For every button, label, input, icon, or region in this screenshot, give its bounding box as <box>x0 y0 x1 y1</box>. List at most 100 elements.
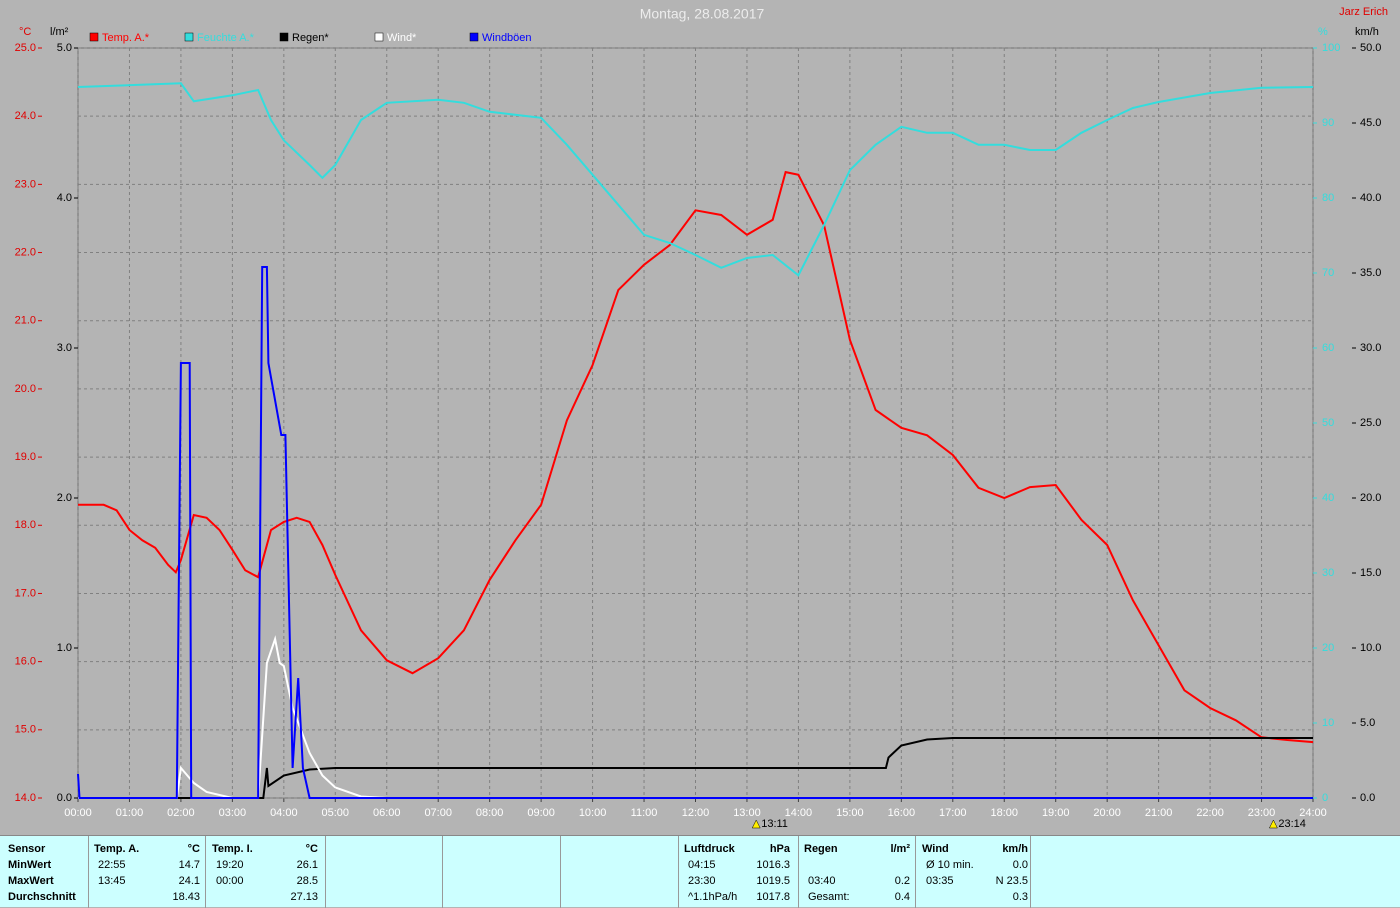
y-tick-label: 30 <box>1322 567 1334 579</box>
x-tick-label: 23:00 <box>1248 807 1276 819</box>
row-label: MinWert <box>8 859 52 871</box>
y-tick-label: 25.0 <box>15 42 36 54</box>
series-line <box>78 737 1313 799</box>
cell-value: 0.4 <box>894 891 910 903</box>
y-tick-label: 45.0 <box>1360 117 1381 129</box>
cell-label: ^1.1hPa/h <box>688 891 738 903</box>
cell-value: 24.1 <box>178 875 200 887</box>
x-tick-label: 14:00 <box>785 807 813 819</box>
x-tick-label: 13:00 <box>733 807 761 819</box>
annotation-marker <box>751 819 761 829</box>
block-name: Wind <box>922 843 949 855</box>
y-tick-label: 50.0 <box>1360 42 1381 54</box>
y-tick-label: 70 <box>1322 267 1334 279</box>
x-tick-label: 21:00 <box>1145 807 1173 819</box>
y2-axis-unit: l/m² <box>50 26 69 38</box>
y-tick-label: 10.0 <box>1360 642 1381 654</box>
x-tick-label: 08:00 <box>476 807 504 819</box>
x-tick-label: 12:00 <box>682 807 710 819</box>
cell-value: 1017.8 <box>756 891 790 903</box>
y-tick-label: 40.0 <box>1360 192 1381 204</box>
y-tick-label: 22.0 <box>15 246 36 258</box>
column-separator <box>205 836 206 908</box>
x-tick-label: 07:00 <box>424 807 452 819</box>
y-tick-label: 2.0 <box>57 492 72 504</box>
x-tick-label: 01:00 <box>116 807 144 819</box>
x-tick-label: 19:00 <box>1042 807 1070 819</box>
y-tick-label: 19.0 <box>15 451 36 463</box>
column-separator <box>442 836 443 908</box>
cell-label: 03:35 <box>926 875 954 887</box>
cell-label: Gesamt: <box>808 891 850 903</box>
column-separator <box>88 836 89 908</box>
y-tick-label: 20 <box>1322 642 1334 654</box>
y-tick-label: 15.0 <box>1360 567 1381 579</box>
block-name: Regen <box>804 843 838 855</box>
legend-swatch <box>374 32 384 42</box>
cell-value: 14.7 <box>178 859 200 871</box>
legend-swatch <box>279 32 289 42</box>
x-tick-label: 20:00 <box>1093 807 1121 819</box>
legend-label: Windböen <box>482 32 532 44</box>
cell-value: N 23.5 <box>995 875 1028 887</box>
cell-label: 04:15 <box>688 859 716 871</box>
column-separator <box>1030 836 1031 908</box>
y-tick-label: 60 <box>1322 342 1334 354</box>
x-tick-label: 16:00 <box>888 807 916 819</box>
cell-value: 1019.5 <box>756 875 790 887</box>
annotation-label: 13:11 <box>761 818 788 830</box>
cell-value: 0.3 <box>1012 891 1028 903</box>
y-tick-label: 1.0 <box>57 642 72 654</box>
y-tick-label: 25.0 <box>1360 417 1381 429</box>
x-tick-label: 06:00 <box>373 807 401 819</box>
column-separator <box>915 836 916 908</box>
y-tick-label: 21.0 <box>15 315 36 327</box>
block-unit: l/m² <box>890 843 910 855</box>
legend-label: Feuchte A.* <box>197 32 255 44</box>
cell-label: 22:55 <box>98 859 126 871</box>
chart: Montag, 28.08.2017 Jarz Erich °C l/m² % … <box>15 6 1388 830</box>
y-tick-label: 24.0 <box>15 110 36 122</box>
y-tick-label: 4.0 <box>57 192 72 204</box>
x-tick-label: 15:00 <box>836 807 864 819</box>
x-tick-label: 22:00 <box>1196 807 1224 819</box>
x-tick-label: 11:00 <box>631 807 658 819</box>
block-name: Temp. I. <box>212 843 253 855</box>
y-tick-label: 18.0 <box>15 519 36 531</box>
y-tick-label: 5.0 <box>57 42 72 54</box>
block-unit: hPa <box>769 843 790 855</box>
column-separator <box>798 836 799 908</box>
annotation-marker <box>1268 819 1278 829</box>
legend-swatch <box>89 32 99 42</box>
block-name: Temp. A. <box>94 843 140 855</box>
cell-value: 28.5 <box>296 875 318 887</box>
x-tick-label: 17:00 <box>939 807 967 819</box>
cell-value: 18.43 <box>172 891 200 903</box>
cell-label: Ø 10 min. <box>926 859 974 871</box>
y-tick-label: 23.0 <box>15 178 36 190</box>
x-tick-label: 10:00 <box>579 807 607 819</box>
row-label: Sensor <box>8 843 46 855</box>
legend-swatch <box>469 32 479 42</box>
y-tick-label: 90 <box>1322 117 1334 129</box>
y-tick-label: 20.0 <box>1360 492 1381 504</box>
column-separator <box>678 836 679 908</box>
x-tick-label: 00:00 <box>64 807 92 819</box>
y-tick-label: 5.0 <box>1360 717 1375 729</box>
y-tick-label: 14.0 <box>15 792 36 804</box>
cell-value: 0.2 <box>894 875 910 887</box>
block-unit: °C <box>305 843 318 855</box>
cell-label: 19:20 <box>216 859 244 871</box>
legend-label: Regen* <box>292 32 329 44</box>
y-tick-label: 15.0 <box>15 724 36 736</box>
stats-table: Sensor MinWert MaxWert Durchschnitt Temp. A.… <box>0 835 1400 908</box>
y-axis-unit: °C <box>19 26 31 38</box>
legend-label: Wind* <box>387 32 417 44</box>
x-tick-label: 18:00 <box>990 807 1018 819</box>
chart-title: Montag, 28.08.2017 <box>640 6 765 22</box>
y-tick-label: 0.0 <box>57 792 72 804</box>
x-tick-label: 03:00 <box>219 807 247 819</box>
block-unit: °C <box>187 843 200 855</box>
series-line <box>78 170 1314 744</box>
